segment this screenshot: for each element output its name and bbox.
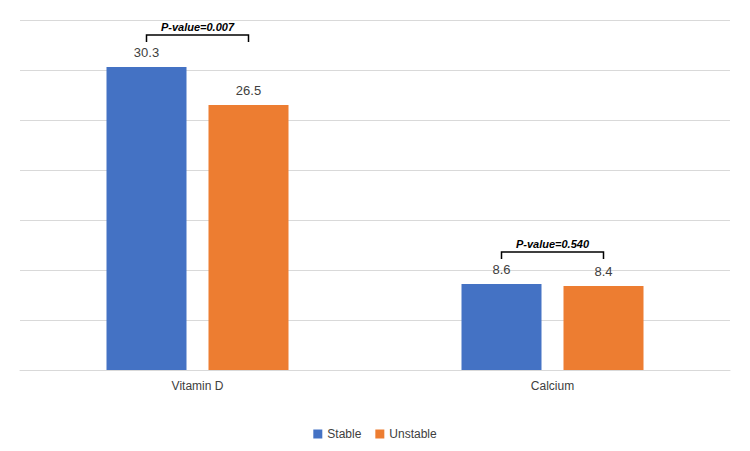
svg-text:30.3: 30.3 <box>134 45 159 60</box>
svg-text:P-value=0.540: P-value=0.540 <box>516 238 590 250</box>
svg-text:26.5: 26.5 <box>236 83 261 98</box>
svg-text:8.6: 8.6 <box>492 262 510 277</box>
svg-text:Calcium: Calcium <box>531 379 574 393</box>
svg-text:8.4: 8.4 <box>594 264 612 279</box>
svg-text:Vitamin D: Vitamin D <box>172 379 224 393</box>
svg-text:Stable: Stable <box>327 427 361 441</box>
svg-text:Unstable: Unstable <box>389 427 437 441</box>
svg-text:P-value=0.007: P-value=0.007 <box>161 21 235 33</box>
